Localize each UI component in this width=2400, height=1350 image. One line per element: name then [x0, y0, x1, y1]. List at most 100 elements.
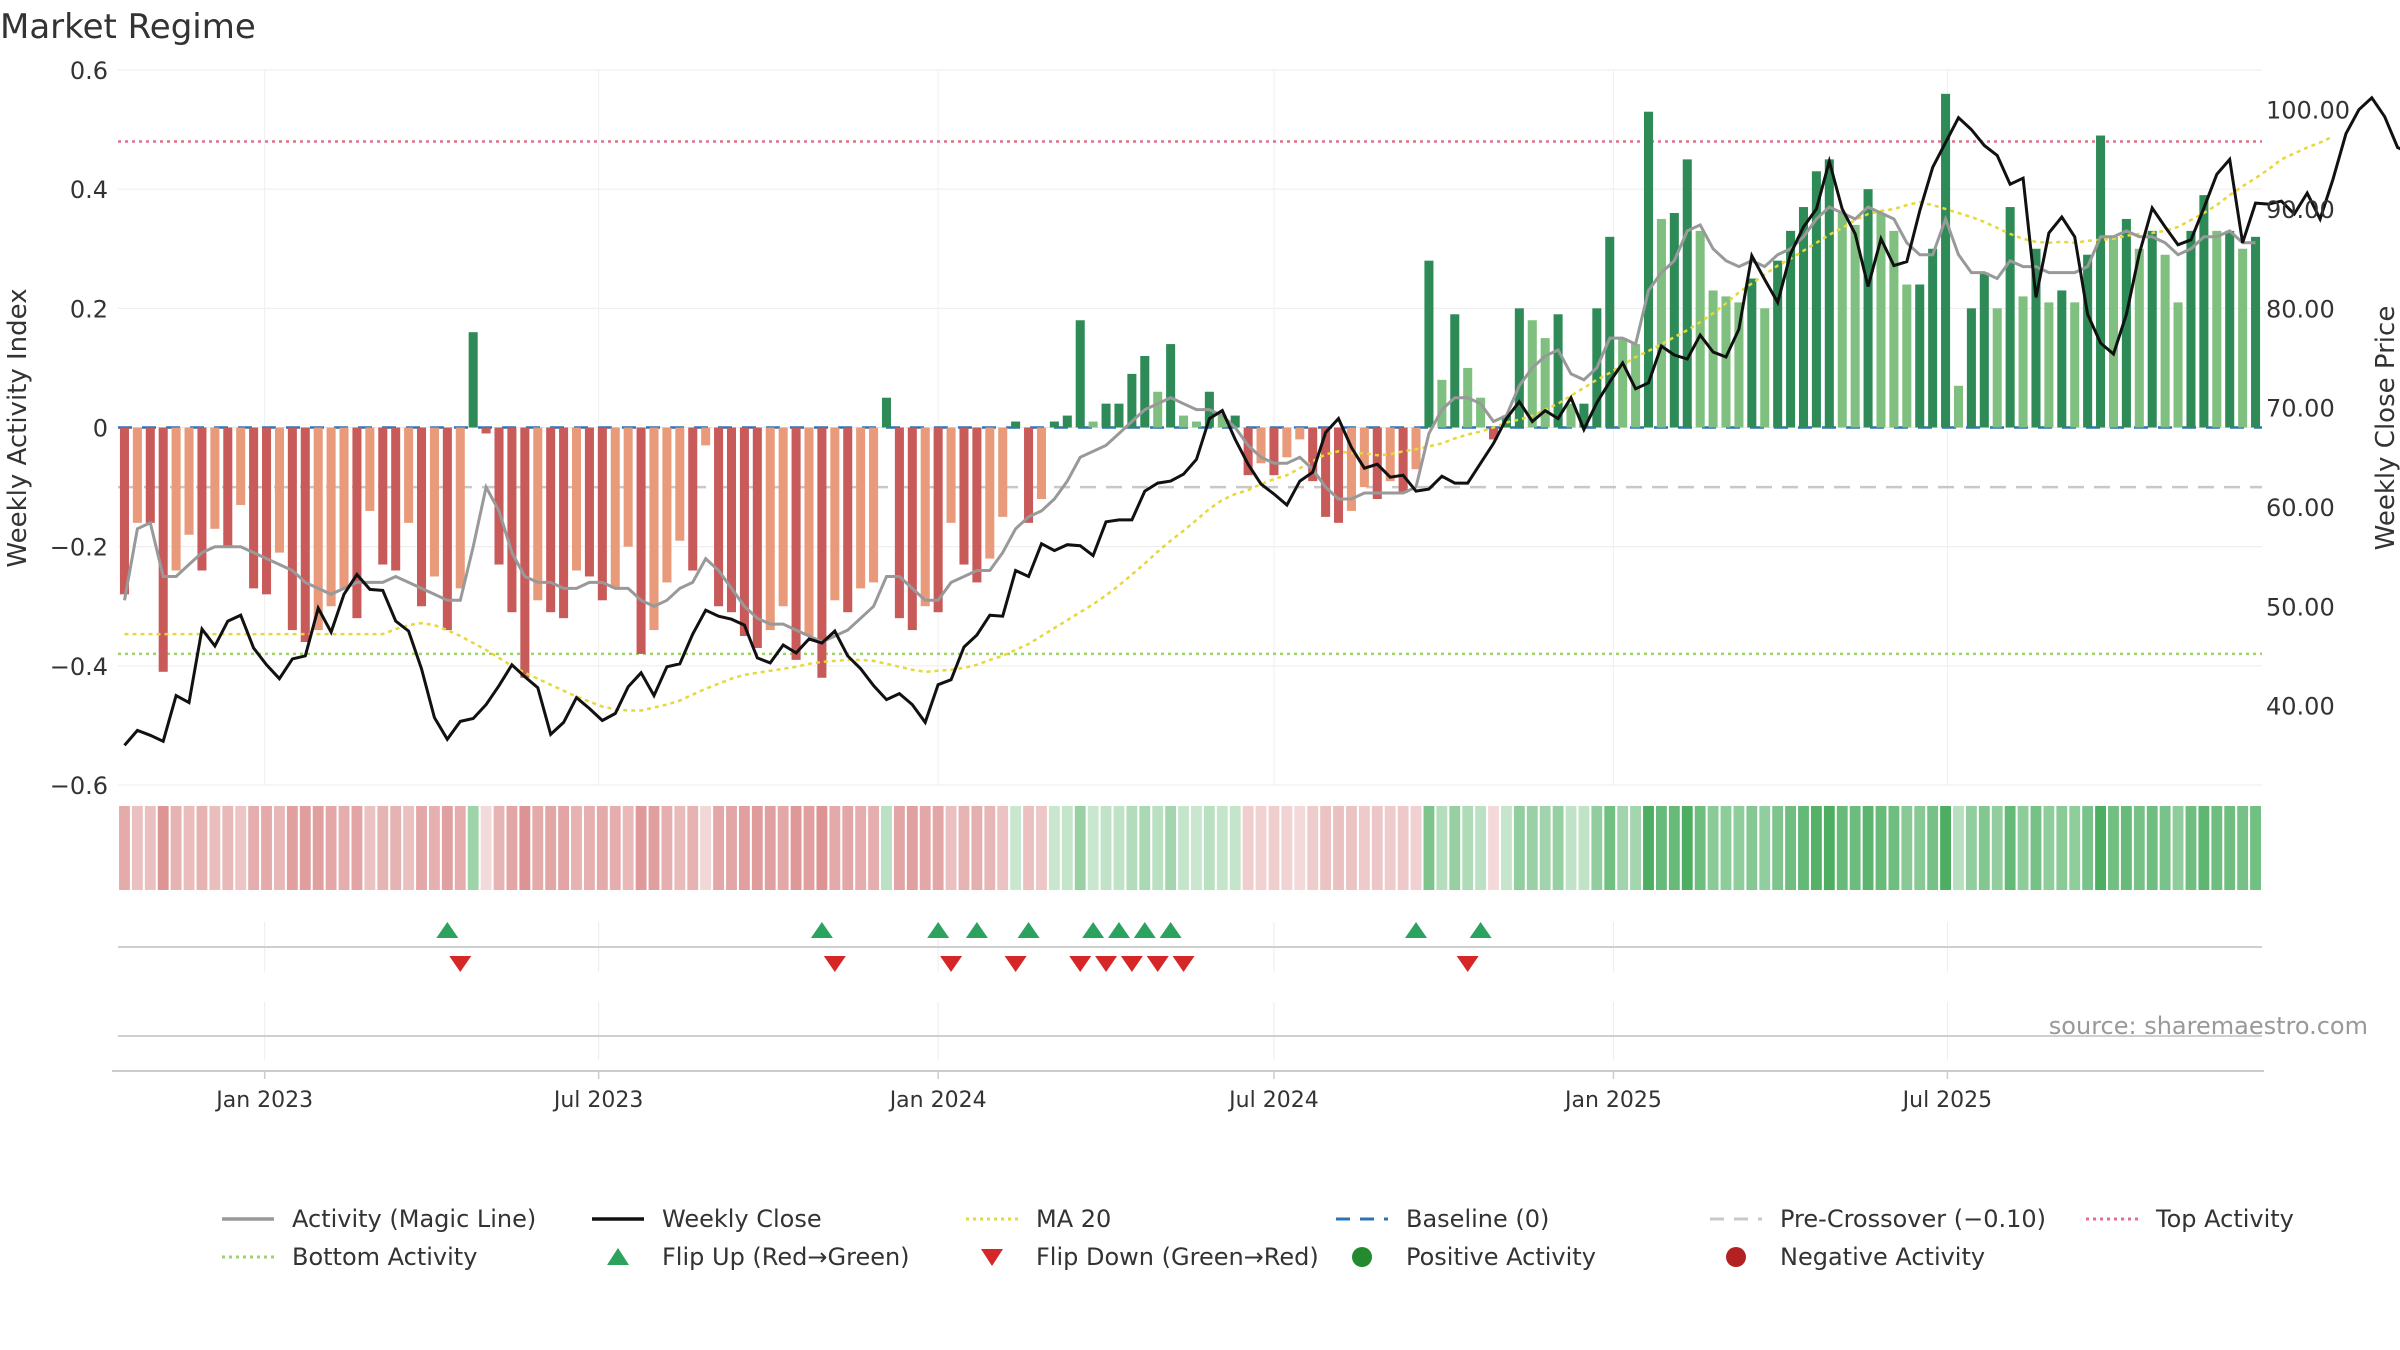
regime-cell [2211, 806, 2223, 890]
regime-cell [2146, 806, 2158, 890]
right-tick-label: 100.00 [2266, 97, 2350, 125]
regime-cell [1823, 806, 1835, 890]
legend-item: Pre-Crossover (−0.10) [1710, 1205, 2046, 1233]
regime-cell [1371, 806, 1383, 890]
regime-cell [2004, 806, 2016, 890]
regime-strip [119, 806, 2261, 890]
activity-bar [210, 427, 220, 529]
regime-cell [945, 806, 957, 890]
activity-bar [1553, 314, 1563, 428]
regime-cell [209, 806, 221, 890]
activity-bar [1643, 111, 1654, 428]
regime-cell [1023, 806, 1034, 890]
regime-cell [1513, 806, 1525, 890]
regime-cell [274, 806, 285, 890]
activity-bar [1953, 385, 1964, 428]
legend-dot [1352, 1247, 1372, 1267]
activity-bar [1153, 391, 1163, 428]
regime-cell [390, 806, 402, 890]
activity-bar [2057, 290, 2067, 428]
activity-bar [158, 427, 168, 672]
activity-bar [2173, 302, 2183, 428]
regime-cell [1953, 806, 1964, 890]
activity-bar [1540, 338, 1550, 428]
activity-bar [817, 427, 827, 678]
regime-cell [131, 806, 143, 890]
regime-cell [1346, 806, 1357, 890]
activity-bar [481, 427, 491, 434]
axes: 0.6 0.4 0.2 0 −0.2 −0.4 −0.6 100.00 90.00 80.00 70… [50, 57, 2350, 1113]
activity-bar [1062, 415, 1072, 428]
regime-cell [1875, 806, 1887, 890]
regime-cell [429, 806, 440, 890]
magic-line [123, 205, 2256, 644]
regime-cell [906, 806, 918, 890]
regime-cell [984, 806, 996, 890]
regime-cell [170, 806, 182, 890]
regime-cell [1927, 806, 1939, 890]
regime-cell [997, 806, 1009, 890]
regime-cell [157, 806, 169, 890]
regime-cell [1488, 806, 1499, 890]
activity-bar [313, 427, 323, 631]
regime-cell [1565, 806, 1577, 890]
activity-bar [249, 427, 259, 589]
activity-bar [1941, 93, 1951, 428]
regime-cell [1978, 806, 1990, 890]
flip-down-marker [1456, 956, 1479, 972]
activity-bar [1605, 236, 1615, 428]
x-tick-label: Jan 2025 [1563, 1088, 1662, 1113]
regime-cell [1152, 806, 1164, 890]
activity-bar [1308, 427, 1318, 482]
x-tick-label: Jan 2024 [888, 1088, 987, 1113]
right-tick-label: 80.00 [2266, 295, 2335, 323]
activity-bar [223, 427, 233, 547]
activity-bar [610, 427, 620, 589]
activity-bar [1708, 290, 1718, 428]
regime-cell [635, 806, 647, 890]
legend-label: Negative Activity [1780, 1243, 1985, 1271]
regime-cell [1139, 806, 1151, 890]
regime-cell [622, 806, 634, 890]
legend-item: Flip Up (Red→Green) [607, 1243, 910, 1271]
regime-cell [1836, 806, 1848, 890]
regime-cell [2082, 806, 2094, 890]
left-tick-label: −0.4 [50, 653, 108, 681]
regime-cell [661, 806, 673, 890]
activity-bar [2212, 230, 2222, 428]
activity-bar [145, 427, 155, 523]
regime-cell [687, 806, 699, 890]
left-tick-label: 0.4 [70, 176, 108, 204]
regime-cell [1281, 806, 1293, 890]
activity-bar [119, 427, 129, 595]
activity-bar [791, 427, 801, 660]
activity-bar [843, 427, 853, 613]
activity-bar [2108, 236, 2118, 428]
right-tick-label: 70.00 [2266, 395, 2335, 423]
regime-cell [1759, 806, 1771, 890]
source-label: source: sharemaestro.com [2049, 1012, 2368, 1040]
activity-bar [1747, 278, 1757, 428]
regime-cell [2069, 806, 2081, 890]
legend-label: Weekly Close [662, 1205, 822, 1233]
flip-down-marker [1069, 956, 1092, 972]
weekly-close-line [123, 95, 2400, 747]
activity-bar [2199, 195, 2209, 428]
activity-bar [584, 427, 594, 577]
flip-down-marker [1095, 956, 1118, 972]
activity-bar [262, 427, 272, 595]
regime-cell [1410, 806, 1422, 890]
activity-bar [688, 427, 698, 571]
regime-cell [1810, 806, 1822, 890]
activity-bar [1979, 272, 1989, 428]
flip-up-marker [1082, 922, 1105, 938]
regime-cell [1862, 806, 1874, 890]
regime-cell [1268, 806, 1280, 890]
activity-bar [1824, 159, 1834, 428]
regime-cell [1604, 806, 1616, 890]
activity-bar [339, 427, 349, 589]
legend: Activity (Magic Line) Weekly Close MA 20 Ba… [222, 1205, 2294, 1271]
activity-bar [1850, 224, 1860, 428]
regime-cell [416, 806, 427, 890]
activity-bar [1566, 403, 1576, 428]
